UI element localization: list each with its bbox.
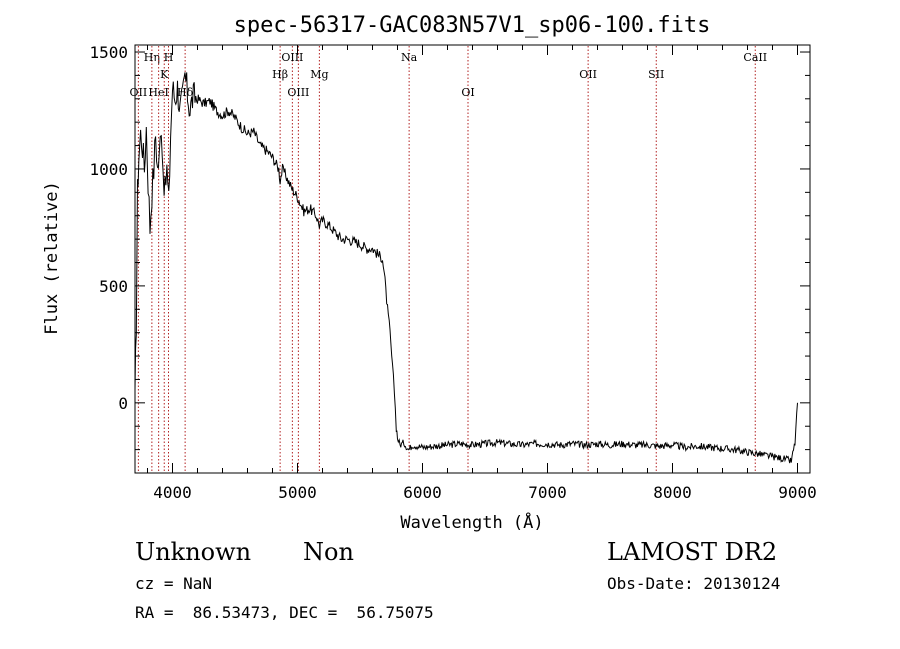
y-tick-label-0: 0: [118, 394, 128, 413]
y-axis-label: Flux (relative): [42, 181, 62, 335]
marker-label-7: Hβ: [272, 68, 288, 81]
marker-label-9: Mg: [310, 68, 328, 81]
redshift-label: cz = NaN: [135, 574, 213, 593]
marker-label-14: CaII: [743, 51, 767, 64]
plot-axes: 4000 5000 6000 7000 8000 9000 0 500 1000 1500: [89, 43, 816, 502]
y-tick-label-2: 1000: [89, 160, 128, 179]
plot-frame: [134, 44, 811, 474]
marker-label-6: OIII: [281, 51, 303, 64]
marker-label-13: SII: [648, 68, 664, 81]
x-tick-label-3: 7000: [528, 483, 567, 502]
coordinates-label: RA = 86.53473, DEC = 56.75075: [135, 603, 434, 622]
x-tick-label-1: 5000: [278, 483, 317, 502]
chart-title: spec-56317-GAC083N57V1_sp06-100.fits: [234, 13, 711, 38]
marker-label-12: OII: [579, 68, 597, 81]
marker-label-11: OI: [461, 86, 474, 99]
spectrum-line: [134, 72, 798, 464]
marker-label-5: Hδ: [177, 86, 194, 99]
obs-date-label: Obs-Date: 20130124: [607, 574, 781, 593]
spectrum-series: [134, 72, 798, 464]
marker-label-2: K: [160, 68, 169, 81]
marker-label-0: Hη: [144, 51, 160, 64]
y-tick-label-1: 500: [99, 277, 128, 296]
x-tick-label-5: 9000: [778, 483, 817, 502]
marker-label-8: OIII: [287, 86, 309, 99]
marker-label-10: Na: [401, 51, 418, 64]
subclass-label: Non: [303, 538, 354, 566]
x-tick-label-2: 6000: [403, 483, 442, 502]
class-label: Unknown: [135, 538, 252, 566]
marker-label-3: OII: [130, 86, 148, 99]
x-tick-label-4: 8000: [653, 483, 692, 502]
survey-label: LAMOST DR2: [607, 538, 778, 566]
x-tick-label-0: 4000: [153, 483, 192, 502]
x-axis-label: Wavelength (Å): [400, 511, 543, 533]
marker-label-4: HeI: [148, 86, 168, 99]
marker-label-1: H: [164, 51, 174, 64]
y-tick-label-3: 1500: [89, 43, 128, 62]
